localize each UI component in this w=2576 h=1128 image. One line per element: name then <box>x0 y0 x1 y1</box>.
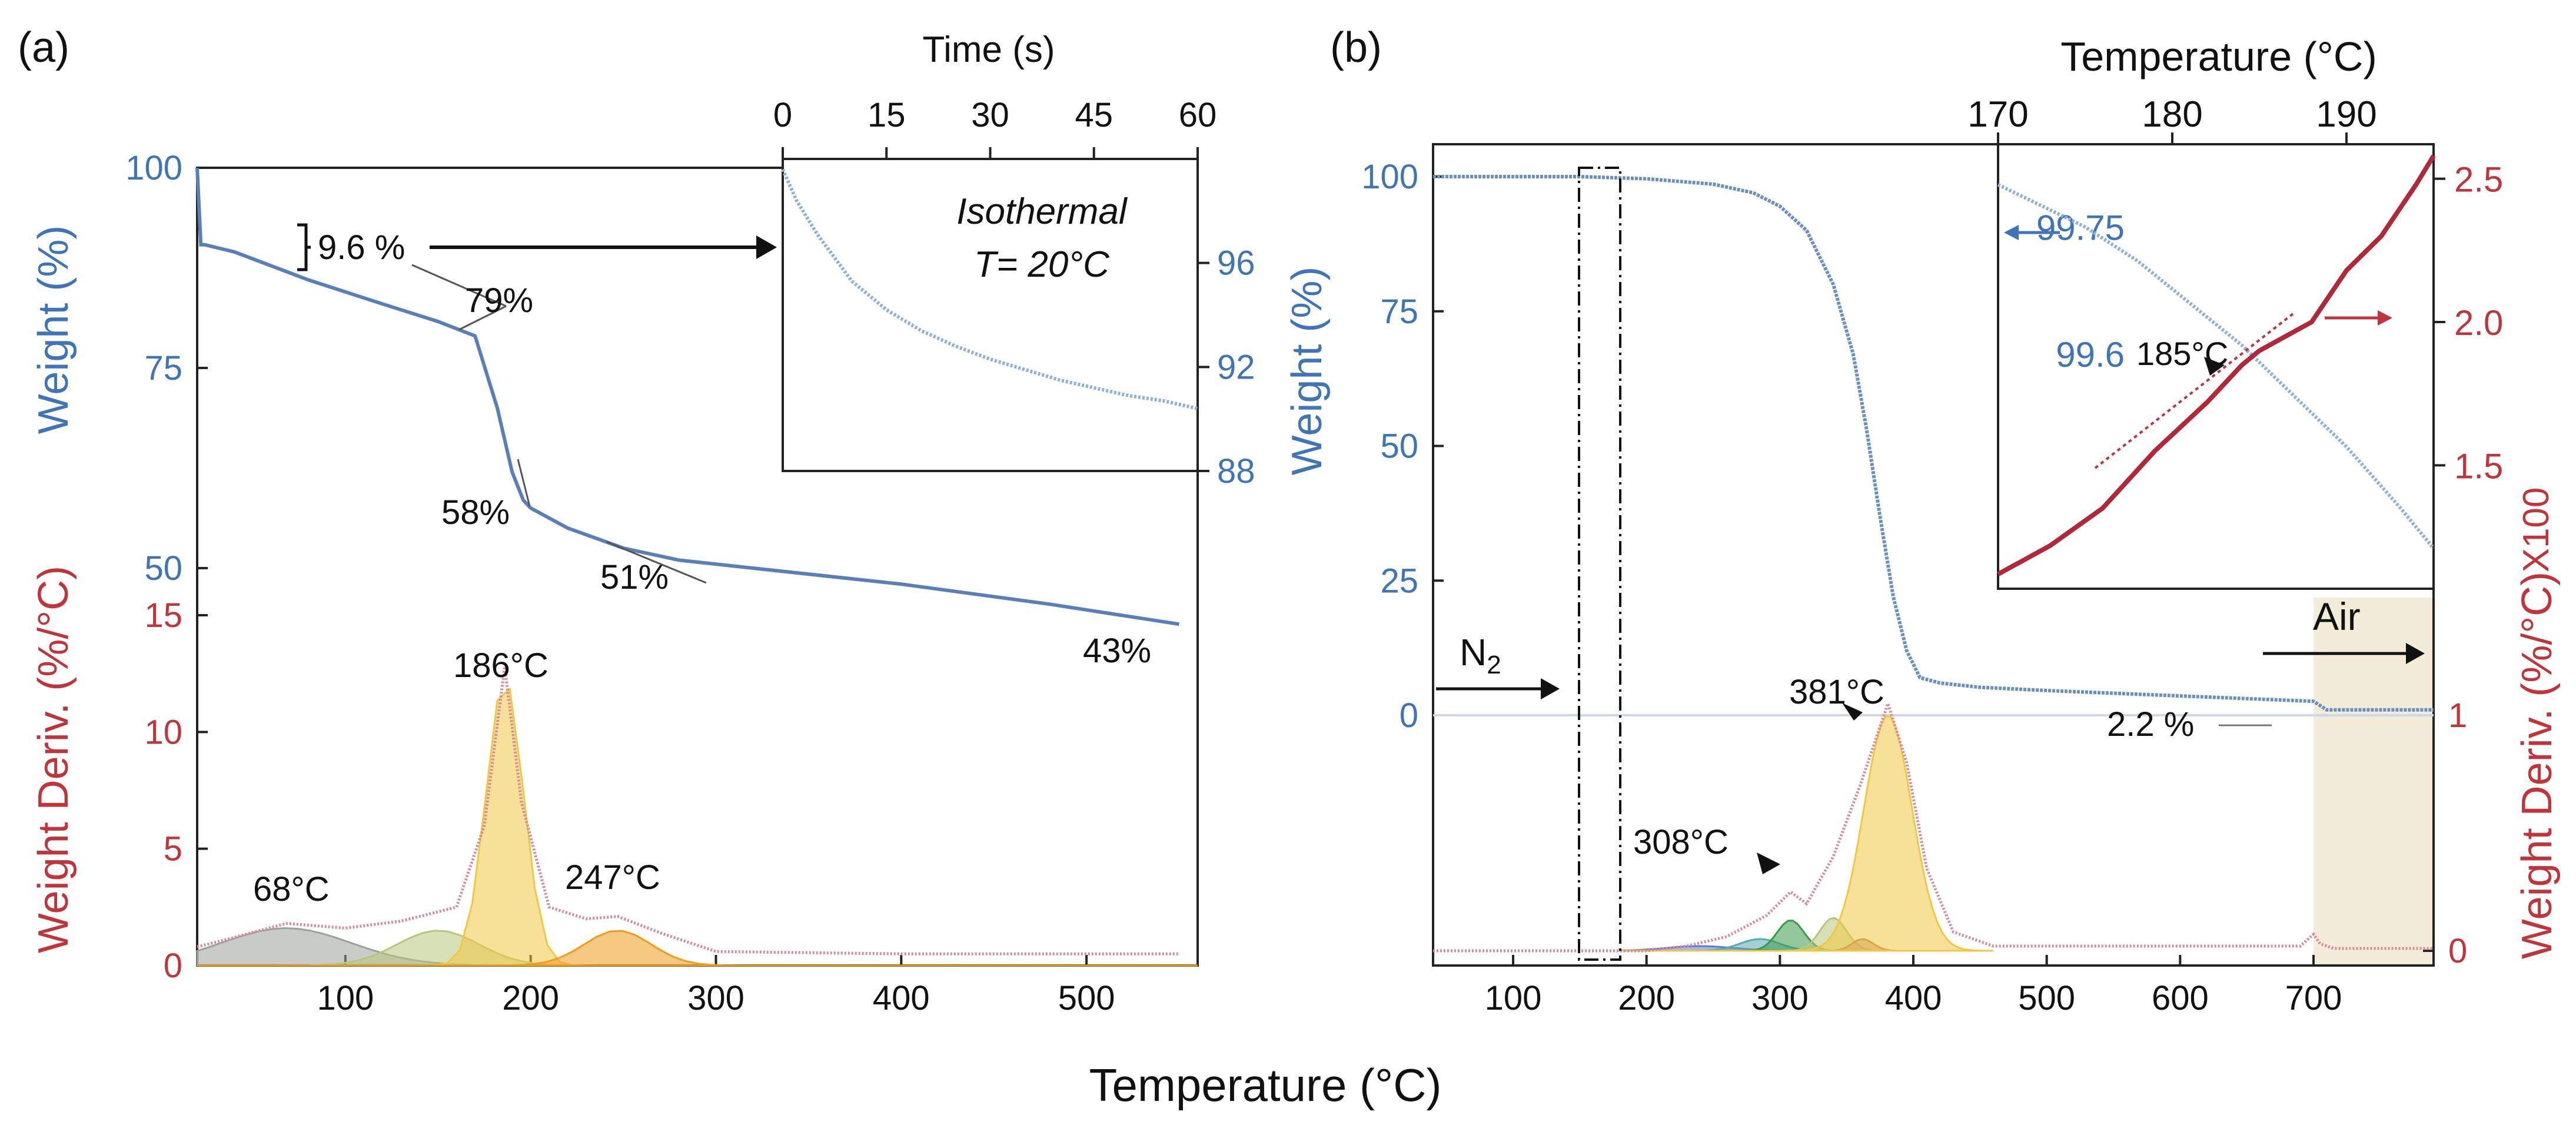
panel-a-inset: Time (s) Isothermal T= 20°C 0 15 30 45 60 96 9… <box>773 29 1255 490</box>
panel-b-deriv-ylabel: Weight Deriv. (%/°C) <box>2514 572 2561 959</box>
inset-b-weight-series <box>1997 183 2435 550</box>
label-308C: 308°C <box>1633 823 1780 874</box>
panel-b-derivative-series <box>1433 699 2434 953</box>
panel-a-x-tick-label: 500 <box>1058 979 1115 1017</box>
panel-a-weight-ylabel: Weight (%) <box>30 225 77 434</box>
panel-a-tangent-lines <box>411 264 707 584</box>
inset-b-left-tick-label: 99.75 <box>2036 208 2125 248</box>
panel-a-deriv-tick-label: 10 <box>144 713 182 751</box>
inset-b-x-tick-label: 170 <box>1967 94 2028 135</box>
inset-a-y-tick-label: 92 <box>1217 348 1255 386</box>
label-308C-text: 308°C <box>1633 823 1729 861</box>
panel-a-x-tick-label: 100 <box>317 979 374 1017</box>
label-247C: 247°C <box>565 858 660 897</box>
tangent-58 <box>517 459 531 507</box>
label-9-6: 9.6 % <box>318 228 405 267</box>
inset-b-left-tick-label: 99.6 <box>2056 335 2125 374</box>
panel-b-weight-series <box>1433 175 2434 712</box>
label-381C: 381°C <box>1789 673 1884 721</box>
panel-b-x-tick-label: 600 <box>2152 979 2209 1017</box>
label-n2: N2 <box>1460 631 1501 679</box>
inset-a-xlabel: Time (s) <box>923 29 1055 70</box>
inset-a-x-tick-label: 30 <box>971 96 1009 134</box>
panel-a-deriv-tick-label: 0 <box>164 947 182 985</box>
panel-b-weight-tick-label: 25 <box>1380 562 1418 600</box>
inset-b-x-tick-label: 180 <box>2142 94 2202 135</box>
inset-b-right-tick-label: 2.5 <box>2454 160 2503 200</box>
label-2-2-text: 2.2 % <box>2107 705 2194 744</box>
shared-x-axis-label: Temperature (°C) <box>1089 1059 1441 1111</box>
inset-a-x-tick-label: 45 <box>1075 96 1113 134</box>
label-185C: 185°C <box>2136 335 2228 376</box>
panel-a-x-tick-label: 300 <box>687 979 744 1017</box>
inset-b-right-tick-label: 1.5 <box>2454 446 2503 486</box>
panel-a-weight-tick-label: 50 <box>144 549 182 588</box>
label-68C: 68°C <box>253 870 330 908</box>
panel-b-weight-tick-label: 100 <box>1361 158 1418 196</box>
panel-b: Weight (%) Weight Deriv. (%/°C) 10075502… <box>1284 34 2561 1017</box>
panel-a-label: (a) <box>18 24 69 71</box>
inset-a-x-tick-label: 15 <box>867 96 906 134</box>
panel-b-weight-tick-label: 75 <box>1380 293 1418 331</box>
panel-a-9-6-bracket: 9.6 % <box>297 223 777 271</box>
inset-a-series <box>781 168 1198 410</box>
panel-a-weight-series <box>195 167 1179 626</box>
panel-a-x-tick-label: 400 <box>873 979 930 1017</box>
panel-b-weight-tick-label: 50 <box>1380 427 1418 466</box>
panel-b-label: (b) <box>1330 24 1382 71</box>
panel-b-deriv-tick-label: 1 <box>2448 696 2467 735</box>
inset-a-x-tick-label: 0 <box>773 96 792 134</box>
panel-b-weight-ylabel: Weight (%) <box>1284 267 1331 476</box>
inset-a-y-tick-label: 88 <box>1217 452 1255 490</box>
panel-b-weight-tick-label: 0 <box>1400 696 1418 735</box>
inset-b-xlabel: Temperature (°C) <box>2060 34 2377 79</box>
inset-b-x-tick-label: 190 <box>2316 94 2376 135</box>
panel-b-inset: Temperature (°C) X100 170 180 190 99.75 99.6… <box>1967 34 2557 590</box>
inset-a-x-tick-label: 60 <box>1179 96 1217 134</box>
inset-b-left-arrow <box>2004 225 2060 240</box>
panel-b-x-tick-label: 500 <box>2018 979 2075 1017</box>
label-186C: 186°C <box>453 646 549 685</box>
inset-b-right-tick-label: 2.0 <box>2454 303 2503 343</box>
panel-a-inset-frame <box>782 158 1199 472</box>
zoom-region-box <box>1578 167 1621 961</box>
panel-a-fit-186 <box>197 687 1198 967</box>
inset-b-right-arrow <box>2325 310 2392 326</box>
inset-b-right-ylabel: X100 <box>2516 487 2557 573</box>
inset-a-y-tick-label: 96 <box>1217 244 1255 283</box>
panel-a-deriv-tick-label: 15 <box>144 596 182 635</box>
panel-b-x-tick-label: 100 <box>1485 979 1542 1017</box>
panel-b-x-tick-label: 200 <box>1618 979 1675 1017</box>
tangent-51 <box>606 540 707 584</box>
label-2-2: 2.2 % <box>2107 705 2272 744</box>
panel-a-deriv-ylabel: Weight Deriv. (%/°C) <box>30 566 77 953</box>
inset-a-subtitle: T= 20°C <box>974 244 1110 285</box>
panel-a-deriv-tick-label: 5 <box>164 830 182 868</box>
panel-a-derivative-series <box>197 666 1179 956</box>
panel-b-fit-381 <box>1620 715 1994 952</box>
tangent-79 <box>411 264 507 307</box>
inset-b-derivative-series <box>1997 154 2436 576</box>
label-air: Air <box>2313 595 2361 638</box>
label-79: 79% <box>465 281 533 320</box>
panel-b-x-tick-label: 400 <box>1885 979 1942 1017</box>
n2-annotation: N2 <box>1436 631 1560 699</box>
panel-a-x-tick-label: 200 <box>502 979 559 1017</box>
panel-b-x-tick-label: 300 <box>1751 979 1809 1017</box>
tangent-79b <box>458 305 507 331</box>
panel-a-weight-tick-label: 100 <box>125 149 182 187</box>
panel-a-fit-247 <box>197 930 1198 967</box>
panel-b-deriv-tick-label: 0 <box>2448 932 2467 970</box>
label-58: 58% <box>441 493 510 532</box>
label-43: 43% <box>1083 632 1151 670</box>
label-51: 51% <box>600 558 669 596</box>
label-381C-text: 381°C <box>1789 673 1884 711</box>
inset-a-title: Isothermal <box>956 191 1128 232</box>
panel-a: Weight (%) Weight Deriv. (%/°C) 1007550 … <box>30 29 1255 1017</box>
air-annotation: Air <box>2263 595 2425 664</box>
panel-b-x-tick-label: 700 <box>2285 979 2342 1017</box>
panel-a-weight-tick-label: 75 <box>144 349 182 387</box>
